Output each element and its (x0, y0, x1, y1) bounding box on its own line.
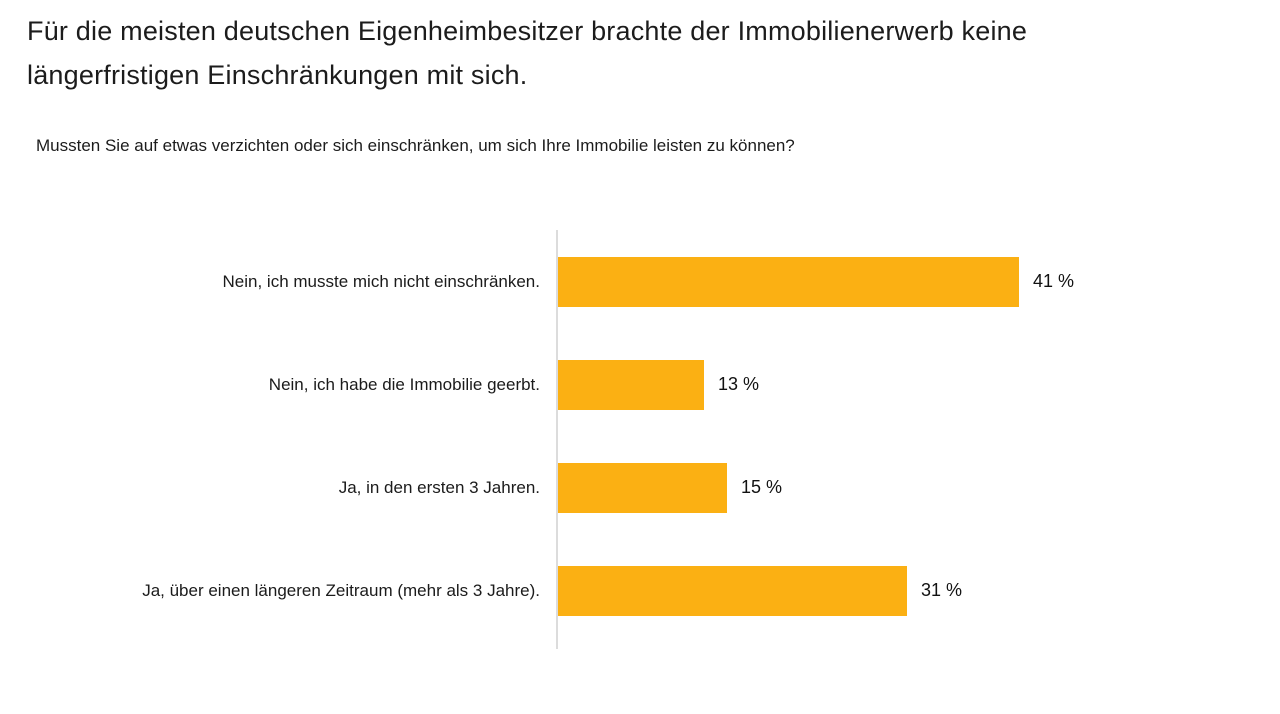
bar-cell: 31 % (556, 539, 1210, 642)
bar (558, 359, 704, 410)
bar-chart: Nein, ich musste mich nicht einschränken… (30, 230, 1210, 649)
value-label: 15 % (741, 477, 783, 497)
value-label: 31 % (921, 580, 963, 600)
category-label: Ja, in den ersten 3 Jahren. (338, 477, 540, 497)
bar-cell: 15 % (556, 436, 1210, 539)
chart-row: Nein, ich habe die Immobilie geerbt. 13 % (30, 333, 1210, 436)
chart-row: Ja, in den ersten 3 Jahren. 15 % (30, 436, 1210, 539)
bar (558, 462, 727, 513)
value-label: 13 % (718, 374, 760, 394)
bar (558, 565, 907, 616)
bar (558, 256, 1019, 307)
category-label: Nein, ich habe die Immobilie geerbt. (268, 374, 540, 394)
chart-row: Nein, ich musste mich nicht einschränken… (30, 230, 1210, 333)
bar-chart-rows: Nein, ich musste mich nicht einschränken… (30, 230, 1210, 642)
axis-tail (30, 642, 1210, 649)
survey-question: Mussten Sie auf etwas verzichten oder si… (36, 136, 795, 155)
chart-row: Ja, über einen längeren Zeitraum (mehr a… (30, 539, 1210, 642)
category-label: Nein, ich musste mich nicht einschränken… (222, 271, 540, 291)
bar-cell: 13 % (556, 333, 1210, 436)
page-title: Für die meisten deutschen Eigenheimbesit… (27, 16, 1028, 90)
bar-cell: 41 % (556, 230, 1210, 333)
value-label: 41 % (1033, 271, 1075, 291)
axis-line (556, 642, 1210, 649)
category-label: Ja, über einen längeren Zeitraum (mehr a… (142, 580, 540, 600)
